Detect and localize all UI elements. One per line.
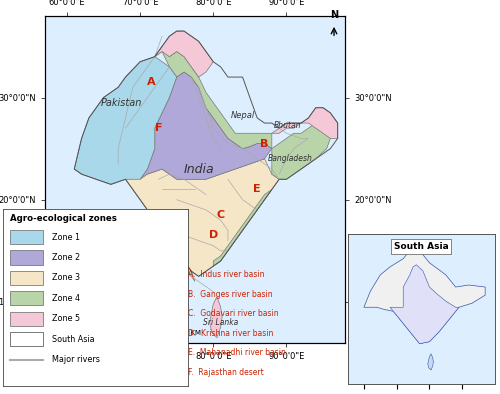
Text: F: F — [154, 123, 162, 133]
Polygon shape — [155, 220, 195, 281]
Text: 250: 250 — [141, 330, 154, 336]
Polygon shape — [155, 31, 214, 77]
Text: A: A — [147, 77, 156, 87]
Text: B.  Ganges river basin: B. Ganges river basin — [188, 290, 273, 299]
Text: F.  Rajasthan desert: F. Rajasthan desert — [188, 368, 264, 377]
Text: E: E — [254, 184, 261, 195]
Text: N: N — [330, 10, 338, 20]
FancyBboxPatch shape — [10, 230, 43, 244]
Polygon shape — [364, 251, 485, 344]
Text: Zone 1: Zone 1 — [52, 233, 80, 242]
Text: Zone 2: Zone 2 — [52, 253, 80, 262]
Text: Nepal: Nepal — [230, 112, 254, 121]
Text: Bangladesh: Bangladesh — [268, 154, 312, 164]
Polygon shape — [155, 46, 272, 149]
Text: D.  Krishna river basin: D. Krishna river basin — [188, 329, 274, 338]
Text: Zone 4: Zone 4 — [52, 294, 80, 303]
FancyBboxPatch shape — [10, 271, 43, 285]
FancyBboxPatch shape — [10, 312, 43, 326]
Polygon shape — [140, 72, 272, 179]
Text: Agro-ecological zones: Agro-ecological zones — [10, 214, 117, 223]
Polygon shape — [272, 108, 338, 138]
FancyBboxPatch shape — [10, 251, 43, 265]
Text: B: B — [260, 139, 268, 149]
Polygon shape — [126, 159, 279, 276]
Text: Sri Lanka: Sri Lanka — [203, 318, 238, 327]
Text: Zone 5: Zone 5 — [52, 314, 80, 323]
Text: A.  Indus river basin: A. Indus river basin — [188, 270, 265, 279]
Text: Major rivers: Major rivers — [52, 355, 100, 364]
Text: C: C — [216, 210, 224, 220]
Text: India: India — [184, 163, 214, 176]
Polygon shape — [74, 57, 176, 184]
Text: D: D — [208, 230, 218, 240]
Text: C.  Godavari river basin: C. Godavari river basin — [188, 309, 279, 318]
Polygon shape — [214, 190, 272, 266]
FancyBboxPatch shape — [10, 332, 43, 346]
Polygon shape — [272, 123, 330, 179]
Polygon shape — [210, 297, 222, 338]
Polygon shape — [428, 354, 434, 370]
Text: Pakistan: Pakistan — [101, 98, 142, 108]
Text: 0: 0 — [138, 330, 142, 336]
Text: South Asia: South Asia — [394, 242, 448, 251]
Text: Zone 3: Zone 3 — [52, 273, 80, 282]
FancyBboxPatch shape — [10, 291, 43, 305]
Text: Bhutan: Bhutan — [274, 121, 301, 130]
Text: South Asia: South Asia — [52, 335, 95, 344]
Text: E.  Mahanadhi river basin: E. Mahanadhi river basin — [188, 348, 286, 357]
Polygon shape — [390, 265, 459, 344]
Text: 1,000 KM: 1,000 KM — [168, 330, 200, 336]
Text: 500: 500 — [148, 330, 162, 336]
